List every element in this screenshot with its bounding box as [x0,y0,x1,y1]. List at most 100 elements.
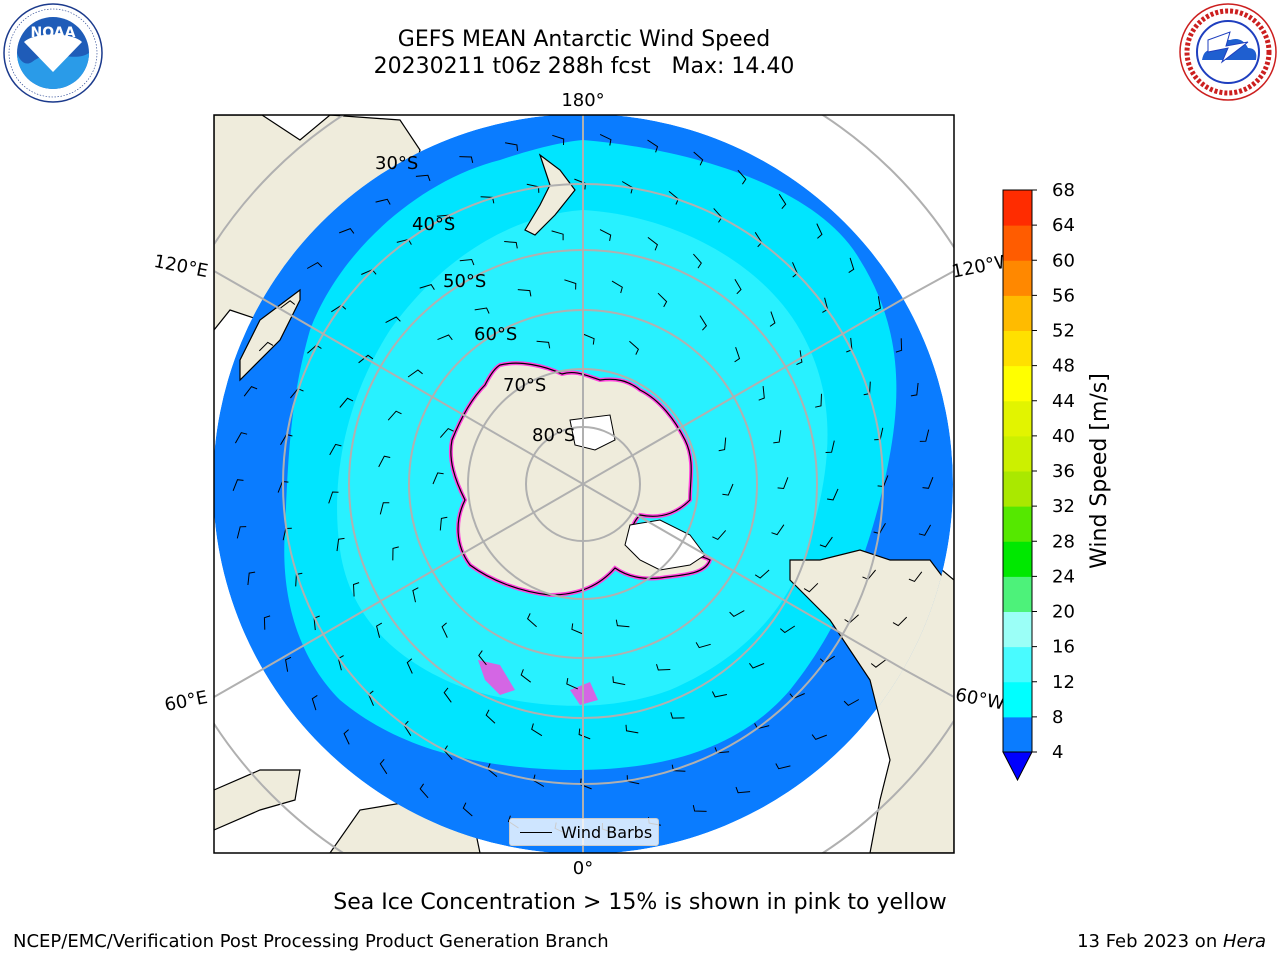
map-frame [213,114,955,854]
chart-subtitle: 20230211 t06z 288h fcst Max: 14.40 [373,54,795,79]
wind-barb [670,712,685,719]
legend: Wind Barbs [509,818,659,846]
wind-barb [376,622,383,638]
wind-barb [758,386,765,401]
wind-barb [734,347,741,363]
wind-barb [918,524,932,536]
sea-ice-note: Sea Ice Concentration > 15% is shown in … [333,890,947,915]
colorbar-segment [1003,471,1032,507]
wind-barb [819,536,833,548]
wind-barb [441,622,448,638]
wind-barb [459,156,474,164]
colorbar-extend-arrow [1002,751,1033,782]
wind-barb [462,802,473,817]
graticule [214,115,953,853]
colorbar-segment [1003,716,1032,753]
colorbar-segment [1003,506,1032,542]
colorbar-segment [1003,365,1032,402]
outer-graticule [214,115,954,853]
wind-barb [615,619,630,628]
colorbar-segment [1003,260,1032,296]
wind-barb [311,694,318,711]
wind-barb [432,472,444,485]
sea-ice-patch [478,660,515,695]
wind-barb [306,261,323,269]
wind-barb [815,393,822,408]
wind-barb [263,615,271,630]
wind-barb [729,610,745,618]
colorbar-tick-label: 16 [1052,637,1075,658]
colorbar-tick-label: 56 [1052,285,1075,306]
wind-barb [625,724,639,734]
wind-barb [612,676,626,686]
colorbar-tick-label: 52 [1052,321,1075,342]
wind-barb [695,642,711,649]
wind-barb [811,734,827,741]
nws-logo-icon [1179,3,1277,101]
wind-barb [582,333,595,345]
wind-barb [566,678,579,690]
colorbar-segment [1003,611,1032,648]
wind-barb [692,804,707,812]
wind-barb [769,311,776,327]
wind-barb [656,664,671,671]
wind-barb [504,241,518,249]
wind-barb [874,296,881,312]
colorbar-tick-label: 20 [1052,602,1075,623]
wind-barb [407,369,423,378]
wind-barb [329,443,342,456]
colorbar-tick-label: 48 [1052,356,1075,377]
colorbar-tick-label: 32 [1052,496,1075,517]
wind-barb [459,258,475,266]
wind-barb [693,253,702,269]
colorbar-tick-label: 8 [1052,707,1063,728]
wind-barb [536,340,551,349]
wind-barb [777,477,789,490]
wind-barb [520,669,532,683]
wind-barb [415,174,431,182]
wind-barb [773,430,782,444]
wind-barb [599,229,612,241]
wind-barb [247,571,256,586]
wind-barb [439,427,454,438]
colorbar-tick-label: 68 [1052,180,1075,201]
wind-barb [771,524,785,536]
lat-label-40s: 40°S [412,214,455,235]
wind-barb [711,691,727,698]
wind-barb [474,307,490,314]
wind-barb [737,169,747,185]
wind-barb [258,341,274,352]
wind-barb [843,699,860,707]
wind-barb [280,300,296,309]
wind-barb [796,350,803,366]
wind-barb [552,134,565,146]
wind-barb [439,516,448,531]
wind-barb [825,440,835,453]
wind-barb [419,284,435,290]
wind-barb [910,382,919,397]
svg-text:NOAA: NOAA [31,25,76,41]
lon-label-60e: 60°E [163,687,209,716]
wind-barb [908,571,923,583]
wind-barb [419,783,429,799]
wind-barb [571,623,584,635]
wind-barb [531,723,543,737]
wind-barb [358,354,374,364]
weddell-ice-shelf [624,519,706,571]
wind-barb [236,526,247,539]
colorbar-tick-label: 64 [1052,215,1075,236]
wind-barb [699,315,708,331]
colorbar-segment [1003,330,1032,367]
lat-label-80s: 80°S [532,425,575,446]
colorbar-tick-label: 28 [1052,531,1075,552]
wind-barb [328,491,339,504]
colorbar-segment [1003,576,1032,612]
footer-date-text: 13 Feb 2023 on [1077,931,1223,952]
wind-barb [336,537,345,552]
wind-barb [647,139,659,153]
wind-barb [754,569,770,579]
wind-barb [816,223,823,239]
chart-title: GEFS MEAN Antarctic Wind Speed [397,27,771,52]
wind-barb [437,334,453,341]
wind-barb [485,709,496,724]
